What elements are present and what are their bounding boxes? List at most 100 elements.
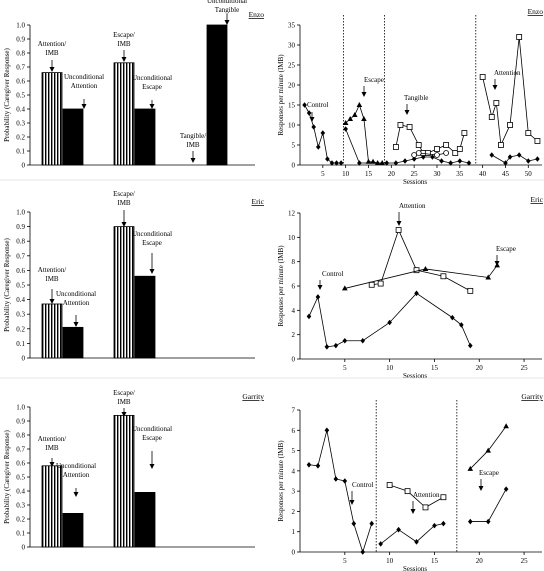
- data-point: [516, 152, 522, 158]
- condition-label: Escape: [496, 245, 516, 253]
- data-point: [488, 114, 495, 120]
- data-point: [351, 520, 357, 527]
- data-point: [365, 158, 372, 164]
- data-point: [467, 518, 473, 525]
- y-tick-label: 30: [288, 42, 296, 50]
- y-tick-label: 0: [22, 162, 26, 170]
- y-tick-label: 10: [288, 122, 296, 130]
- bar-label: Escape/: [113, 190, 135, 198]
- y-tick-label: 5: [292, 142, 296, 150]
- data-point: [356, 102, 363, 107]
- data-point: [324, 427, 330, 434]
- data-point: [370, 158, 376, 164]
- condition-label: Attention: [399, 202, 426, 210]
- participant-name: Eric: [252, 197, 265, 206]
- y-axis-label: Responses per minute (IMB): [277, 54, 285, 136]
- bar: [62, 326, 84, 359]
- y-axis-label: Probability (Caregiver Response): [3, 47, 11, 141]
- data-point: [347, 116, 354, 121]
- x-tick-label: 20: [476, 557, 484, 565]
- condition-arrow-head: [317, 285, 323, 290]
- data-point: [369, 520, 375, 527]
- data-point: [306, 461, 312, 468]
- y-tick-label: 25: [288, 62, 296, 70]
- data-point: [324, 344, 330, 350]
- data-point: [334, 160, 339, 166]
- data-point: [395, 227, 402, 233]
- data-point: [459, 322, 464, 328]
- x-tick-label: 40: [479, 170, 487, 178]
- y-tick-label: 10: [288, 234, 296, 242]
- y-tick-label: 5: [292, 447, 296, 455]
- data-point: [448, 160, 453, 166]
- x-tick-label: 20: [476, 364, 484, 372]
- bar-label: Escape: [142, 239, 162, 247]
- x-tick-label: 25: [411, 170, 419, 178]
- x-tick-label: 10: [386, 364, 394, 372]
- series-line: [491, 154, 538, 164]
- bar-label: Unconditional: [207, 0, 247, 5]
- data-point: [456, 146, 463, 152]
- data-point: [333, 476, 339, 482]
- y-axis-label: Probability (Caregiver Response): [3, 429, 11, 523]
- participant-name: Garrity: [521, 392, 543, 401]
- data-point: [503, 486, 509, 492]
- bar-label: IMB: [186, 141, 200, 149]
- data-point: [357, 160, 362, 166]
- bar-label: Unconditional: [56, 290, 96, 298]
- data-point: [526, 158, 531, 164]
- bar-label: IMB: [117, 40, 131, 48]
- data-point: [378, 541, 383, 547]
- bar: [62, 108, 84, 166]
- data-point: [393, 160, 399, 166]
- bar: [41, 72, 63, 166]
- y-tick-label: 0.4: [16, 488, 25, 496]
- data-point: [452, 150, 459, 156]
- y-tick-label: 0.6: [16, 78, 25, 86]
- data-point: [342, 285, 348, 291]
- data-point: [414, 290, 419, 297]
- y-tick-label: 0.6: [16, 267, 25, 275]
- y-tick-label: 0.7: [16, 446, 25, 454]
- y-tick-label: 0.9: [16, 36, 25, 44]
- condition-arrow-head: [349, 500, 355, 505]
- bar-label: Tangible: [215, 6, 239, 14]
- y-tick-label: 0.5: [16, 92, 25, 100]
- x-axis-label: Sessions: [403, 372, 427, 380]
- x-tick-label: 15: [431, 364, 439, 372]
- x-tick-label: 5: [343, 557, 347, 565]
- condition-label: Tangible: [404, 94, 428, 102]
- bar-label: IMB: [45, 444, 59, 452]
- x-tick-label: 50: [525, 170, 533, 178]
- y-axis-label: Probability (Caregiver Response): [3, 237, 11, 331]
- bar-label: IMB: [117, 199, 131, 207]
- data-point: [507, 154, 513, 160]
- bar-label: Attention: [71, 82, 98, 90]
- data-point: [415, 142, 422, 148]
- data-point: [439, 158, 444, 164]
- bar: [41, 465, 63, 548]
- bar-label-arrow-head: [81, 104, 87, 109]
- data-point: [404, 488, 411, 495]
- data-point: [534, 138, 541, 144]
- condition-label: Control: [307, 101, 328, 109]
- data-point: [315, 144, 321, 150]
- participant-name: Enzo: [249, 10, 265, 19]
- y-tick-label: 35: [288, 22, 296, 30]
- data-point: [402, 158, 408, 164]
- series-line: [482, 36, 538, 147]
- data-point: [377, 280, 384, 287]
- series-line: [308, 430, 373, 554]
- y-tick-label: 0.9: [16, 223, 25, 231]
- data-point: [368, 281, 375, 288]
- data-point: [384, 160, 390, 166]
- bar-label-arrow-head: [121, 222, 127, 227]
- data-point: [489, 152, 495, 158]
- x-tick-label: 10: [342, 170, 350, 178]
- y-tick-label: 0.8: [16, 238, 25, 246]
- y-tick-label: 0.1: [16, 530, 25, 538]
- y-tick-label: 0.2: [16, 325, 25, 333]
- bar: [62, 513, 84, 548]
- y-tick-label: 0.1: [16, 340, 25, 348]
